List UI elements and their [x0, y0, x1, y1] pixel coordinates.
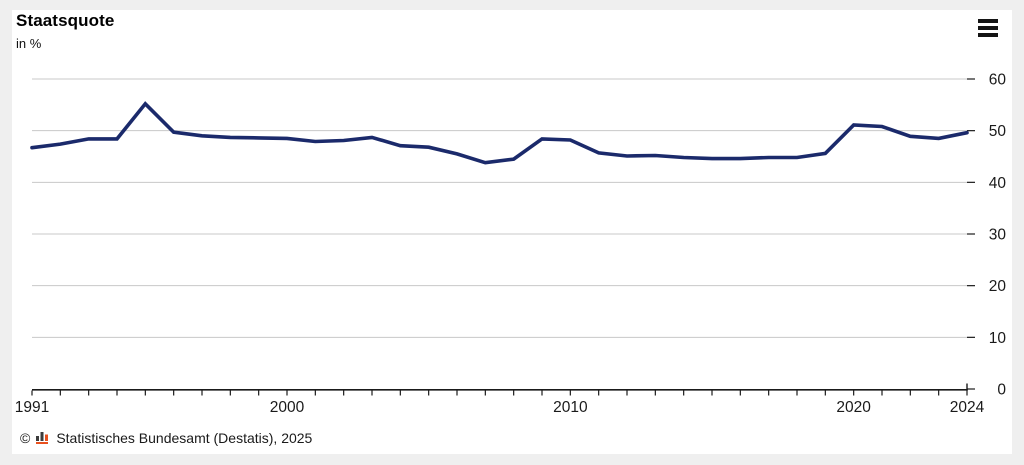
staatsquote-series-line	[30, 101, 969, 165]
y-tick-label-40: 40	[989, 175, 1007, 192]
destatis-logo-icon	[35, 429, 51, 448]
y-tick-label-20: 20	[989, 278, 1007, 295]
x-tick-label-1991: 1991	[15, 399, 49, 416]
y-tick-label-50: 50	[989, 123, 1007, 140]
menu-button[interactable]	[972, 13, 1004, 43]
hamburger-menu-icon	[978, 19, 998, 37]
source-attribution: © Statistisches Bundesamt (Destatis), 20…	[20, 428, 312, 448]
source-text: Statistisches Bundesamt (Destatis), 2025	[56, 430, 313, 446]
chart-unit-label: in %	[16, 36, 42, 51]
chart-card	[12, 10, 1012, 454]
copyright-symbol: ©	[20, 430, 31, 446]
y-tick-label-60: 60	[989, 72, 1007, 89]
x-tick-label-2020: 2020	[836, 399, 871, 416]
x-tick-label-2024: 2024	[950, 399, 985, 416]
y-tick-label-30: 30	[989, 227, 1007, 244]
x-tick-label-2010: 2010	[553, 399, 588, 416]
y-tick-label-10: 10	[989, 330, 1007, 347]
y-tick-label-0: 0	[997, 382, 1006, 399]
chart-title: Staatsquote	[16, 11, 115, 30]
x-tick-label-2000: 2000	[270, 399, 305, 416]
